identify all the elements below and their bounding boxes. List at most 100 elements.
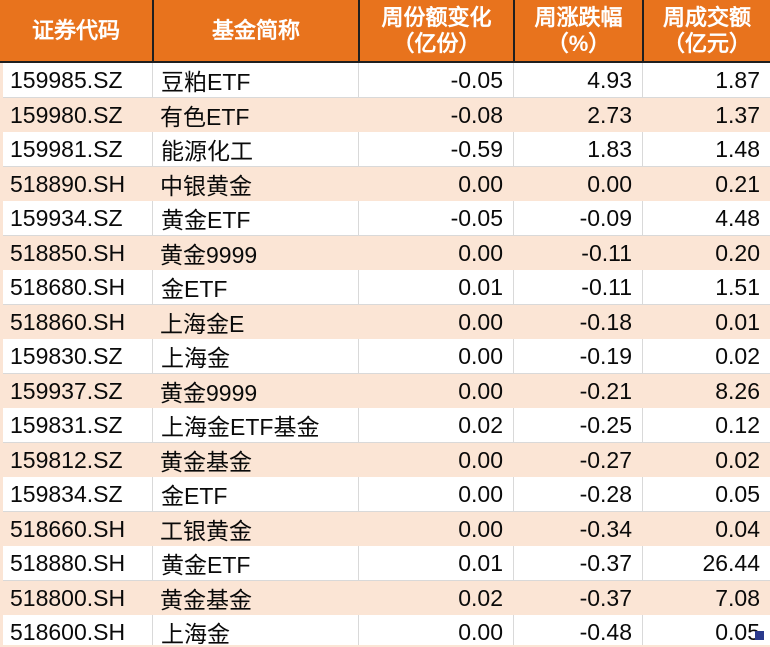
- table-row: 518800.SH 黄金基金 0.02 -0.37 7.08: [3, 581, 770, 615]
- cell-turnover: 0.01: [715, 308, 760, 335]
- cell-name: 金ETF: [152, 270, 358, 304]
- table-row: 518880.SH 黄金ETF 0.01 -0.37 26.44: [3, 546, 770, 581]
- cell-code: 159831.SZ: [10, 411, 123, 438]
- cell-name: 上海金E: [160, 311, 245, 337]
- cell-share-change: 0.00: [358, 615, 513, 645]
- cell-name: 上海金: [152, 339, 358, 373]
- cell-name: 黄金9999: [160, 380, 258, 406]
- column-header-sublabel: （亿元）: [662, 30, 751, 56]
- column-header-label: 周成交额: [662, 4, 751, 30]
- cell-name: 能源化工: [152, 132, 358, 166]
- column-header-name: 基金简称: [152, 0, 358, 61]
- cell-code: 518860.SH: [10, 308, 126, 335]
- table-row: 518680.SH 金ETF 0.01 -0.11 1.51: [3, 270, 770, 305]
- cell-code: 518600.SH: [10, 618, 126, 645]
- cell-name: 豆粕ETF: [152, 63, 358, 97]
- column-header-label: 证券代码: [31, 17, 120, 43]
- cell-share-change: 0.01: [358, 546, 513, 580]
- corner-square-decoration: [755, 631, 764, 640]
- cell-name: 中银黄金: [160, 173, 252, 199]
- table-body: 159985.SZ 豆粕ETF -0.05 4.93 1.87 159980.S…: [0, 63, 770, 645]
- cell-pct-change: 1.83: [513, 132, 642, 166]
- cell-pct-change: -0.37: [579, 584, 632, 611]
- cell-pct-change: -0.28: [513, 477, 642, 511]
- cell-name: 有色ETF: [160, 104, 250, 130]
- cell-turnover: 0.04: [715, 515, 760, 542]
- cell-turnover: 1.51: [642, 270, 770, 304]
- cell-turnover: 0.02: [642, 339, 770, 373]
- cell-share-change: 0.00: [458, 170, 503, 197]
- table-row: 518860.SH 上海金E 0.00 -0.18 0.01: [3, 305, 770, 339]
- cell-pct-change: -0.34: [579, 515, 632, 542]
- cell-pct-change: -0.48: [513, 615, 642, 645]
- cell-turnover: 0.05: [642, 615, 770, 645]
- cell-pct-change: 0.00: [587, 170, 632, 197]
- cell-share-change: -0.59: [358, 132, 513, 166]
- cell-code: 159830.SZ: [10, 342, 123, 369]
- table-row: 159812.SZ 黄金基金 0.00 -0.27 0.02: [3, 443, 770, 477]
- cell-turnover: 7.08: [715, 584, 760, 611]
- cell-name: 黄金基金: [160, 449, 252, 475]
- column-header-label: 基金简称: [211, 17, 300, 43]
- column-header-pct-change: 周涨跌幅 （%）: [513, 0, 642, 61]
- column-header-label: 周份额变化: [381, 4, 492, 30]
- cell-share-change: 0.00: [458, 446, 503, 473]
- cell-turnover: 4.48: [642, 201, 770, 235]
- cell-code: 518880.SH: [10, 549, 126, 576]
- cell-share-change: 0.02: [358, 408, 513, 442]
- cell-code: 159834.SZ: [10, 480, 123, 507]
- column-header-share-change: 周份额变化 （亿份）: [358, 0, 513, 61]
- cell-name: 黄金9999: [160, 242, 258, 268]
- cell-pct-change: -0.25: [513, 408, 642, 442]
- cell-share-change: -0.08: [450, 101, 503, 128]
- cell-share-change: 0.00: [458, 239, 503, 266]
- cell-pct-change: -0.19: [513, 339, 642, 373]
- cell-pct-change: -0.21: [579, 377, 632, 404]
- table-row: 159980.SZ 有色ETF -0.08 2.73 1.37: [3, 98, 770, 132]
- cell-name: 黄金ETF: [152, 201, 358, 235]
- cell-turnover: 1.37: [715, 101, 760, 128]
- cell-code: 518800.SH: [10, 584, 126, 611]
- column-header-label: 周涨跌幅: [534, 4, 623, 30]
- cell-share-change: 0.00: [358, 477, 513, 511]
- cell-name: 上海金ETF基金: [152, 408, 358, 442]
- table-row: 159981.SZ 能源化工 -0.59 1.83 1.48: [3, 132, 770, 167]
- cell-turnover: 0.12: [642, 408, 770, 442]
- table-row: 159985.SZ 豆粕ETF -0.05 4.93 1.87: [3, 63, 770, 98]
- table-row: 518890.SH 中银黄金 0.00 0.00 0.21: [3, 167, 770, 201]
- column-header-turnover: 周成交额 （亿元）: [642, 0, 770, 61]
- cell-code: 518850.SH: [10, 239, 126, 266]
- table-row: 159834.SZ 金ETF 0.00 -0.28 0.05: [3, 477, 770, 512]
- cell-turnover: 0.21: [715, 170, 760, 197]
- cell-code: 518680.SH: [10, 273, 126, 300]
- cell-turnover: 8.26: [715, 377, 760, 404]
- cell-turnover: 1.87: [642, 63, 770, 97]
- cell-code: 159985.SZ: [10, 66, 123, 93]
- cell-share-change: 0.00: [458, 515, 503, 542]
- cell-pct-change: 2.73: [587, 101, 632, 128]
- cell-share-change: -0.05: [358, 63, 513, 97]
- cell-share-change: -0.05: [358, 201, 513, 235]
- cell-name: 上海金: [152, 615, 358, 645]
- table-row: 159934.SZ 黄金ETF -0.05 -0.09 4.48: [3, 201, 770, 236]
- table-row: 159937.SZ 黄金9999 0.00 -0.21 8.26: [3, 374, 770, 408]
- cell-code: 518890.SH: [10, 170, 126, 197]
- cell-pct-change: -0.27: [579, 446, 632, 473]
- cell-name: 黄金ETF: [152, 546, 358, 580]
- cell-turnover: 0.02: [715, 446, 760, 473]
- cell-code: 159981.SZ: [10, 135, 123, 162]
- table-row: 518600.SH 上海金 0.00 -0.48 0.05: [3, 615, 770, 645]
- table-row: 518660.SH 工银黄金 0.00 -0.34 0.04: [3, 512, 770, 546]
- cell-turnover: 26.44: [642, 546, 770, 580]
- cell-pct-change: -0.09: [513, 201, 642, 235]
- cell-share-change: 0.02: [458, 584, 503, 611]
- cell-pct-change: -0.11: [513, 270, 642, 304]
- cell-share-change: 0.01: [358, 270, 513, 304]
- cell-code: 518660.SH: [10, 515, 126, 542]
- cell-name: 金ETF: [152, 477, 358, 511]
- cell-code: 159934.SZ: [10, 204, 123, 231]
- cell-pct-change: -0.11: [581, 239, 632, 266]
- table-row: 159831.SZ 上海金ETF基金 0.02 -0.25 0.12: [3, 408, 770, 443]
- cell-turnover: 0.20: [715, 239, 760, 266]
